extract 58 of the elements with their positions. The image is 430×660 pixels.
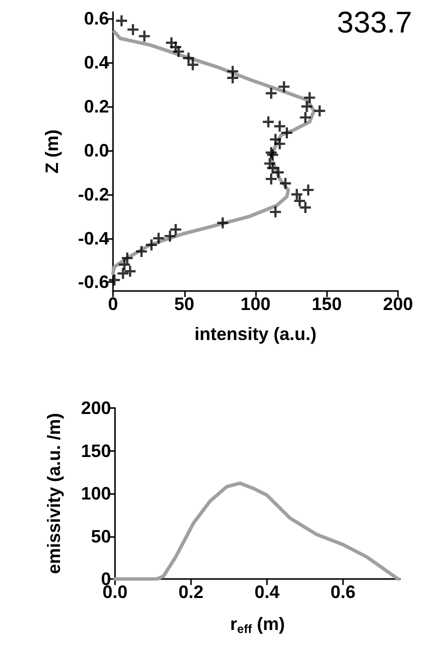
point — [291, 188, 302, 200]
y-axis-title: emissivity (a.u. /m) — [44, 412, 64, 574]
y-tick-label: -0.6 — [78, 272, 109, 292]
y-tick-label: 0.4 — [84, 52, 109, 73]
x-tick-label: 150 — [312, 294, 342, 314]
point — [118, 259, 130, 270]
x-tick-label: 0.4 — [254, 582, 280, 602]
point — [136, 246, 147, 257]
point — [266, 88, 277, 99]
point — [266, 173, 277, 184]
point — [304, 92, 316, 104]
point — [294, 195, 306, 206]
y-tick-label: 200 — [80, 398, 111, 418]
x-tick-label: 0.6 — [330, 582, 356, 602]
y-tick-label: 0.6 — [84, 8, 109, 29]
point — [153, 232, 164, 244]
x-tick-label: 200 — [382, 294, 414, 314]
point — [122, 252, 133, 264]
y-tick-label: 150 — [80, 440, 111, 461]
y-tick-label: -0.4 — [78, 228, 109, 248]
point — [187, 59, 198, 70]
y-axis-title: Z (m) — [42, 130, 62, 174]
point — [272, 166, 284, 178]
point — [278, 81, 290, 92]
x-tick-label: 50 — [174, 294, 194, 314]
point — [124, 266, 136, 277]
point — [274, 120, 286, 132]
point — [314, 105, 326, 116]
y-tick-label: 100 — [80, 484, 111, 504]
point — [300, 112, 311, 123]
point — [301, 100, 312, 112]
y-tick-label: 50 — [90, 526, 111, 546]
point — [117, 268, 128, 279]
point — [227, 72, 238, 84]
point — [280, 178, 291, 189]
point — [302, 184, 314, 196]
x-tick-label: 0.2 — [178, 582, 204, 602]
point — [262, 116, 274, 128]
point — [173, 46, 184, 58]
point — [108, 274, 120, 286]
point — [300, 202, 311, 214]
point — [146, 239, 157, 250]
x-tick-label: 100 — [240, 294, 271, 314]
point — [274, 138, 286, 150]
point — [170, 224, 182, 235]
y-tick-label: 0.0 — [84, 140, 109, 160]
point — [138, 30, 150, 42]
y-tick-label: -0.2 — [78, 184, 109, 204]
point — [164, 230, 176, 242]
point — [217, 217, 228, 228]
point — [116, 15, 128, 26]
annotation: 333.7 — [336, 6, 412, 40]
point — [127, 24, 138, 36]
y-tick-label: 0.2 — [84, 96, 109, 116]
x-axis-title: intensity (a.u.) — [194, 324, 317, 344]
point — [270, 206, 281, 218]
point — [183, 52, 194, 64]
point — [281, 127, 292, 138]
